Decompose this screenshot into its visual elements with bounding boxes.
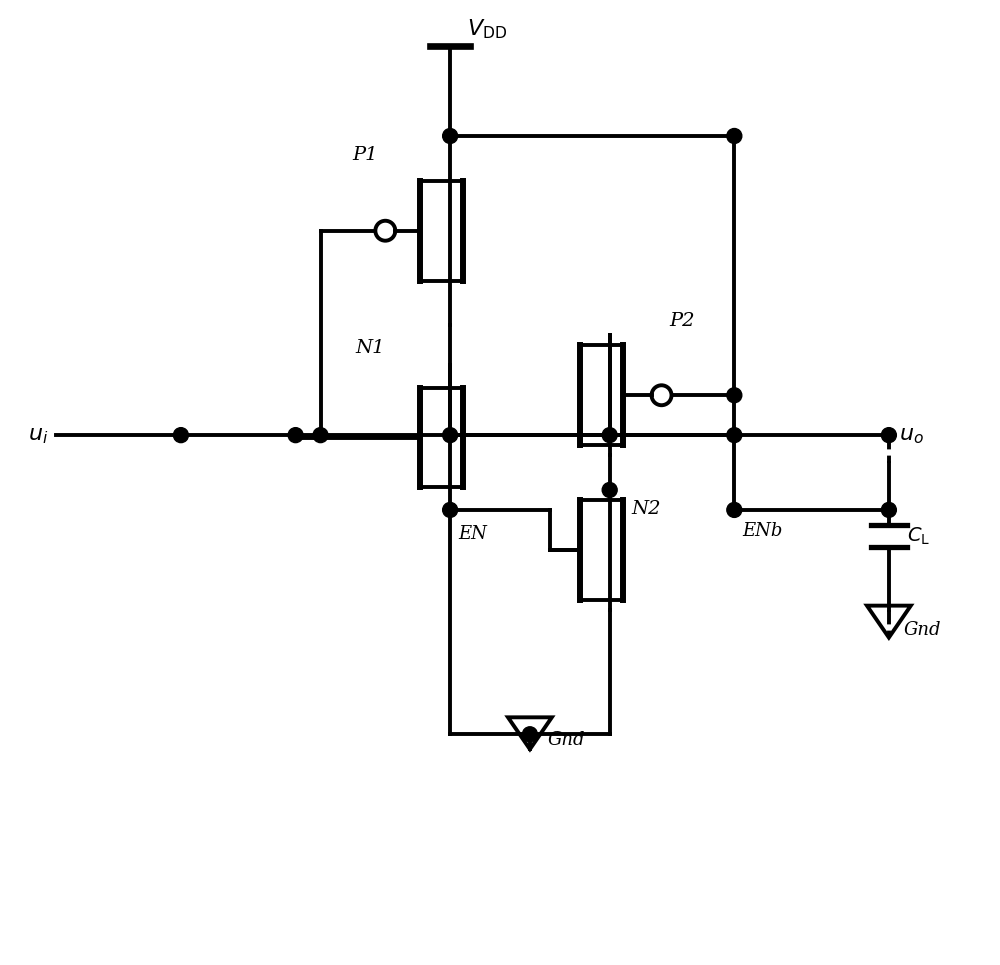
Text: Gnd: Gnd: [904, 620, 941, 639]
Text: $u_i$: $u_i$: [28, 425, 48, 446]
Text: EN: EN: [458, 525, 487, 543]
Circle shape: [443, 503, 458, 517]
Circle shape: [443, 427, 458, 443]
Circle shape: [443, 128, 458, 144]
Text: $V_{\rm DD}$: $V_{\rm DD}$: [467, 17, 507, 41]
Text: Gnd: Gnd: [548, 731, 585, 749]
Circle shape: [727, 388, 742, 402]
Circle shape: [602, 482, 617, 497]
Text: N1: N1: [356, 340, 385, 357]
Text: $u_o$: $u_o$: [899, 425, 924, 446]
Text: $C_{\rm L}$: $C_{\rm L}$: [907, 526, 930, 547]
Circle shape: [173, 427, 188, 443]
Circle shape: [727, 128, 742, 144]
Circle shape: [602, 427, 617, 443]
Text: P1: P1: [353, 146, 378, 164]
Circle shape: [727, 427, 742, 443]
Text: N2: N2: [632, 500, 661, 518]
Text: ENb: ENb: [742, 522, 783, 539]
Circle shape: [313, 427, 328, 443]
Circle shape: [288, 427, 303, 443]
Text: P2: P2: [670, 313, 695, 330]
Circle shape: [881, 427, 896, 443]
Circle shape: [727, 503, 742, 517]
Circle shape: [522, 727, 537, 742]
Circle shape: [881, 503, 896, 517]
